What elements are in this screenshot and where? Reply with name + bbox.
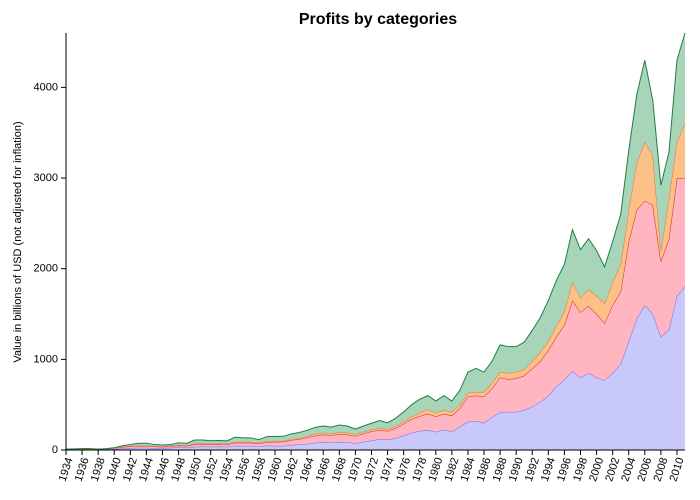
y-axis-label: Value in billions of USD (not adjusted f…: [12, 121, 24, 362]
area: [66, 178, 685, 450]
area: [66, 33, 685, 450]
y-tick-label: 2000: [34, 263, 58, 275]
area: [66, 286, 685, 450]
y-tick-label: 3000: [34, 172, 58, 184]
y-tick-label: 0: [52, 444, 58, 456]
y-tick-label: 1000: [34, 353, 58, 365]
area-line: [65, 286, 686, 451]
area-line: [65, 32, 686, 450]
area: [66, 123, 685, 450]
y-tick-label: 4000: [34, 81, 58, 93]
x-tick-label: 2010: [668, 456, 687, 483]
chart-title: Profits by categories: [299, 11, 457, 28]
